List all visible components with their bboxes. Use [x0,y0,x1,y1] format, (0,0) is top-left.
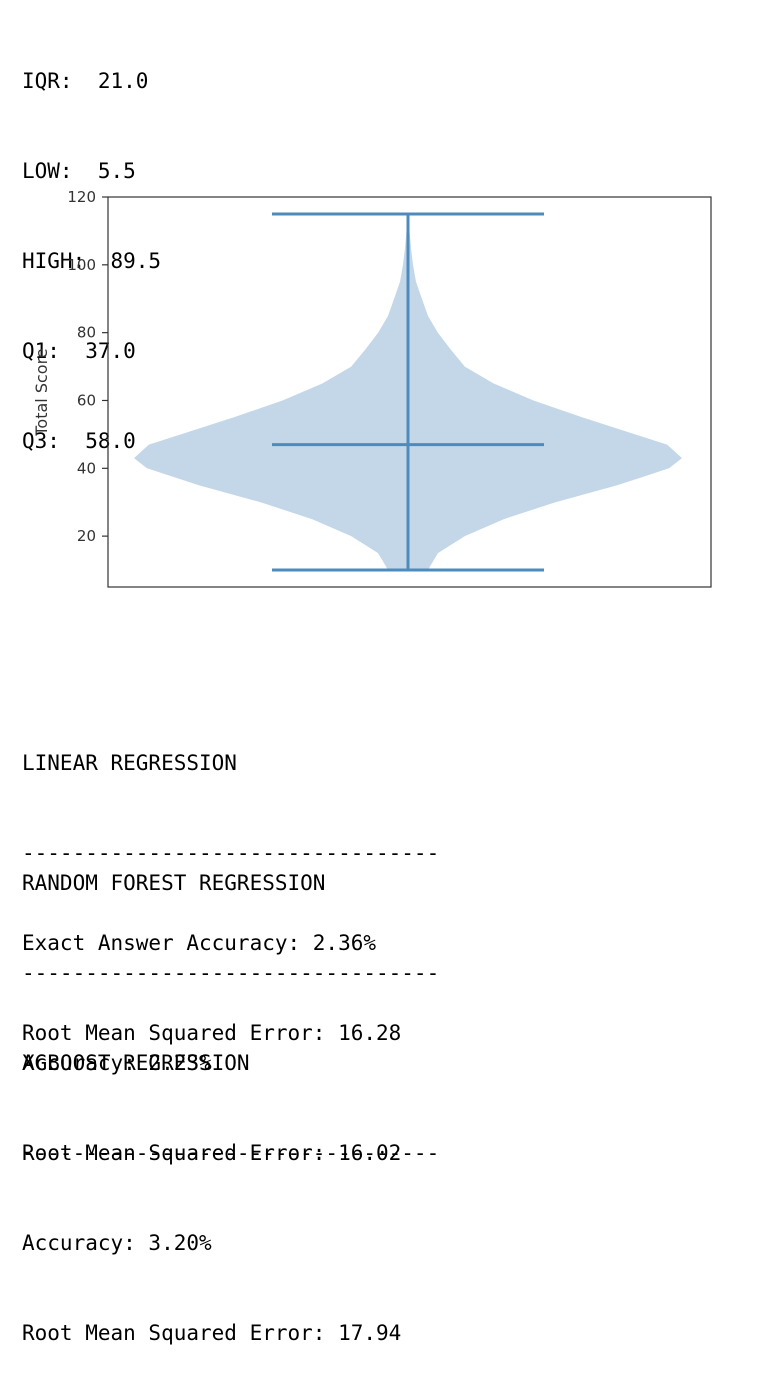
accuracy-value: Accuracy: 3.20% [22,1231,212,1255]
y-axis-ticks: 20 40 60 80 100 120 [67,188,108,545]
low-stat: LOW: 5.5 [22,159,136,183]
section-title: LINEAR REGRESSION [22,751,237,775]
regression-results: LINEAR REGRESSION ----------------------… [22,628,439,1138]
y-tick-label: 120 [67,188,96,206]
high-stat: HIGH: 89.5 [22,249,162,273]
linear-regression-section: LINEAR REGRESSION ----------------------… [22,688,439,1108]
q3-stat: Q3: 58.0 [22,429,136,453]
section-title: RANDOM FOREST REGRESSION [22,871,326,895]
y-axis-label: Total Score [32,348,51,436]
y-tick-label: 20 [77,527,96,545]
violin-plot-svg: 20 40 60 80 100 120 Total Score [32,188,712,588]
iqr-stat: IQR: 21.0 [22,69,149,93]
section-title: XGBOOST REGRESSION [22,1051,250,1075]
plot-frame [107,196,712,588]
accuracy-value: Accuracy: 2.23% [22,1051,212,1075]
xgboost-results: XGBOOST REGRESSION ---------------------… [22,988,439,1378]
section-divider: --------------------------------- [22,1141,440,1165]
quartile-stats: IQR: 21.0 LOW: 5.5 HIGH: 89.5 Q1: 37.0 Q… [22,6,161,486]
y-tick-label: 60 [77,391,96,409]
y-tick-label: 100 [67,256,96,274]
section-divider: --------------------------------- [22,961,440,985]
rmse-value: Root Mean Squared Error: 17.94 [22,1321,402,1345]
q1-stat: Q1: 37.0 [22,339,136,363]
y-tick-label: 40 [77,459,96,477]
violin-chart: 20 40 60 80 100 120 Total Score [0,180,780,600]
section-divider: --------------------------------- [22,841,440,865]
rmse-value: Root Mean Squared Error: 16.28 [22,1021,402,1045]
y-tick-label: 80 [77,324,96,342]
accuracy-value: Exact Answer Accuracy: 2.36% [22,931,377,955]
